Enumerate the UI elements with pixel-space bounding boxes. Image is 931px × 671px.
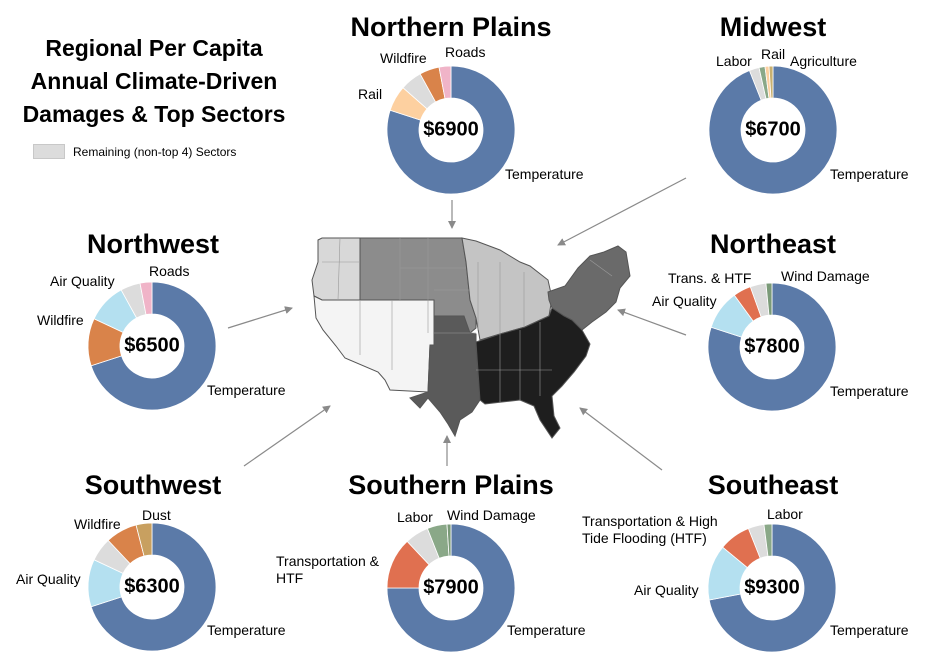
slice-label-temperature: Temperature [207, 622, 286, 638]
slice-label-temperature: Temperature [830, 383, 909, 399]
slice-label-rail: Rail [761, 46, 786, 62]
map-region-southeast [475, 307, 591, 439]
donut-slice-roads [139, 281, 153, 316]
map-region-southwest [313, 295, 435, 393]
slice-label-air-quality: Air Quality [50, 273, 115, 289]
slice-label-wildfire: Wildfire [74, 516, 121, 532]
donut-slice-wind-damage [446, 523, 452, 557]
region-total: $7900 [423, 576, 479, 599]
region-title: Southwest [84, 470, 222, 500]
legend-label: Remaining (non-top 4) Sectors [73, 144, 237, 159]
donut-slice-temperature [90, 281, 217, 411]
slice-label-roads: Roads [149, 263, 190, 279]
donut-slice-temperature [90, 522, 217, 652]
title-line-3: Damages & Top Sectors [22, 101, 286, 127]
title-line-1: Regional Per Capita [45, 35, 263, 61]
region-title: Southern Plains [348, 470, 554, 500]
slice-label-air-quality: Air Quality [16, 571, 81, 587]
slice-label-labor: Labor [397, 509, 433, 525]
region-title: Northwest [86, 229, 220, 259]
slice-label-rail: Rail [358, 86, 383, 102]
arrow-northwest [227, 306, 293, 329]
slice-label-temperature: Temperature [830, 622, 909, 638]
region-title: Northern Plains [350, 12, 552, 42]
donut-charts [87, 65, 838, 653]
region-total: $6700 [745, 118, 801, 141]
slice-label-transportation-htf: Transportation & HTF [276, 553, 379, 586]
legend-swatch [33, 144, 65, 159]
slice-label-temperature: Temperature [507, 622, 586, 638]
donut-slice-temperature [708, 65, 838, 195]
slice-label-dust: Dust [142, 507, 171, 523]
slice-label-labor: Labor [716, 53, 752, 69]
arrows [227, 177, 687, 471]
donut-slice-labor [763, 523, 773, 557]
region-total: $6300 [124, 575, 180, 598]
slice-label-wildfire: Wildfire [380, 50, 427, 66]
us-map [311, 237, 631, 439]
legend: Remaining (non-top 4) Sectors [33, 144, 236, 159]
slice-label-labor: Labor [767, 506, 803, 522]
donut-slice-roads [438, 65, 452, 100]
slice-label-wildfire: Wildfire [37, 312, 84, 328]
region-total: $9300 [744, 576, 800, 599]
slice-label-roads: Roads [445, 44, 486, 60]
donut-slice-agriculture [768, 65, 774, 99]
region-title: Southeast [707, 470, 839, 500]
map-region-northwest [311, 237, 361, 301]
slice-label-transportation-high-tide-flooding: Transportation & High Tide Flooding (HTF… [582, 513, 718, 546]
chart-title: Regional Per Capita Annual Climate-Drive… [8, 32, 300, 131]
state-borders [322, 237, 613, 402]
slice-label-temperature: Temperature [505, 166, 584, 182]
slice-label-trans-htf: Trans. & HTF [668, 270, 752, 286]
donut-slice-temperature [708, 523, 837, 653]
donut-slice-temperature [707, 282, 837, 412]
region-title: Midwest [719, 12, 827, 42]
region-title: Northeast [709, 229, 837, 259]
slice-label-wind-damage: Wind Damage [447, 507, 536, 523]
region-total: $7800 [744, 335, 800, 358]
slice-label-air-quality: Air Quality [652, 293, 717, 309]
donut-slice-wind-damage [765, 282, 773, 316]
arrow-midwest [557, 177, 687, 246]
slice-label-temperature: Temperature [207, 382, 286, 398]
slice-label-wind-damage: Wind Damage [781, 268, 870, 284]
arrow-southwest [243, 405, 331, 467]
slice-label-air-quality: Air Quality [634, 582, 699, 598]
map-region-southern-plains [409, 315, 481, 438]
region-total: $6500 [124, 334, 180, 357]
region-total: $6900 [423, 118, 479, 141]
arrow-southeast [579, 407, 663, 471]
arrow-northeast [617, 308, 687, 336]
slice-label-agriculture: Agriculture [790, 53, 857, 69]
donut-slice-dust [135, 522, 153, 557]
donut-slice-temperature [386, 65, 516, 195]
title-line-2: Annual Climate-Driven [30, 68, 278, 94]
donut-slice-temperature [386, 523, 516, 653]
slice-label-temperature: Temperature [830, 166, 909, 182]
